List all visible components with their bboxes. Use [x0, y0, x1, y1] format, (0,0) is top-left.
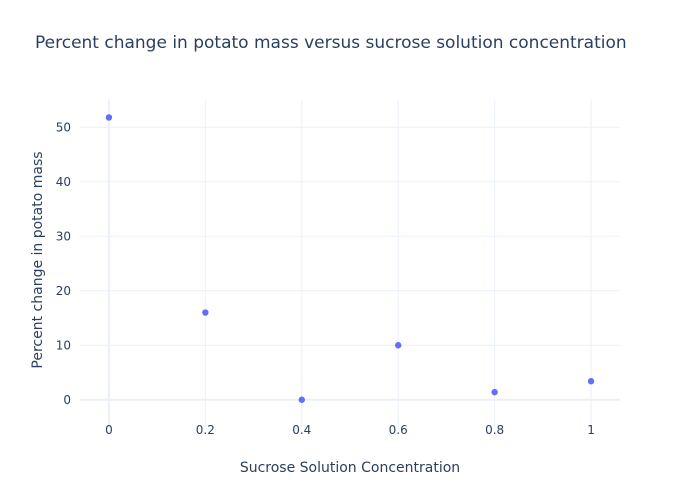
y-axis-title: Percent change in potato mass	[30, 151, 46, 368]
grid-layer	[80, 100, 620, 427]
x-axis-title: Sucrose Solution Concentration	[240, 460, 460, 476]
x-tick-label: 0.6	[389, 423, 408, 437]
data-point	[105, 114, 113, 121]
data-point	[587, 378, 595, 385]
tick-labels: 0 10 20 30 40 50 0 0.2 0.4 0.6 0.8 1	[56, 120, 595, 437]
y-tick-label: 0	[63, 393, 71, 407]
y-tick-label: 40	[56, 175, 71, 189]
y-tick-label: 50	[56, 120, 71, 134]
x-tick-label: 0.2	[196, 423, 215, 437]
data-point	[491, 388, 498, 396]
data-point	[395, 342, 402, 349]
x-tick-label: 0.8	[485, 423, 504, 437]
y-tick-label: 30	[56, 229, 71, 243]
x-tick-label: 1	[587, 423, 595, 437]
data-points	[105, 114, 595, 403]
chart-title: Percent change in potato mass versus suc…	[35, 33, 627, 53]
y-tick-label: 20	[56, 284, 71, 298]
data-point	[202, 309, 209, 316]
x-tick-label: 0.4	[292, 423, 311, 437]
y-tick-label: 10	[56, 338, 71, 352]
x-tick-label: 0	[105, 423, 113, 437]
data-point	[298, 396, 305, 403]
